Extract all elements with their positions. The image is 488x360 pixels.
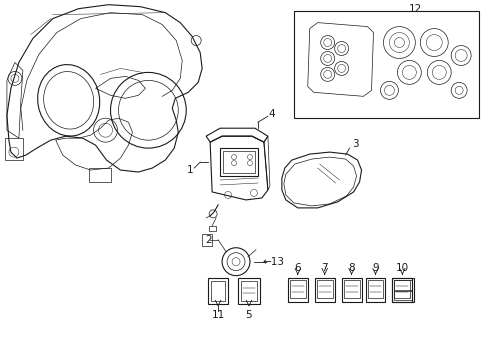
Text: 6: 6 (294, 263, 301, 273)
Text: 9: 9 (371, 263, 378, 273)
Bar (88, 168, 110, 182)
Bar (394, 291, 411, 300)
Bar (211, 280, 224, 301)
Bar (293, 11, 478, 118)
Text: ←13: ←13 (263, 257, 285, 267)
Bar (367, 280, 383, 298)
Text: 5: 5 (245, 310, 252, 320)
Bar (220, 148, 258, 176)
Text: 7: 7 (321, 263, 327, 273)
Bar (209, 226, 216, 231)
Bar (289, 280, 305, 298)
Bar (392, 278, 413, 302)
Bar (5, 138, 23, 160)
Bar (365, 278, 385, 302)
Text: 1: 1 (186, 165, 193, 175)
Text: 2: 2 (204, 235, 211, 245)
Bar (238, 278, 260, 303)
Bar (241, 280, 256, 301)
Text: 8: 8 (347, 263, 354, 273)
Bar (287, 278, 307, 302)
Bar (314, 278, 334, 302)
Text: 12: 12 (408, 4, 421, 14)
Bar (208, 278, 227, 303)
Bar (316, 280, 332, 298)
Bar (394, 280, 409, 298)
Bar (392, 278, 411, 302)
Bar (394, 280, 411, 289)
Bar (341, 278, 361, 302)
Text: 3: 3 (351, 139, 358, 149)
Text: 4: 4 (268, 109, 275, 119)
Bar (202, 234, 212, 246)
Text: 10: 10 (395, 263, 408, 273)
Bar (223, 151, 254, 173)
Text: 11: 11 (211, 310, 224, 320)
Bar (343, 280, 359, 298)
